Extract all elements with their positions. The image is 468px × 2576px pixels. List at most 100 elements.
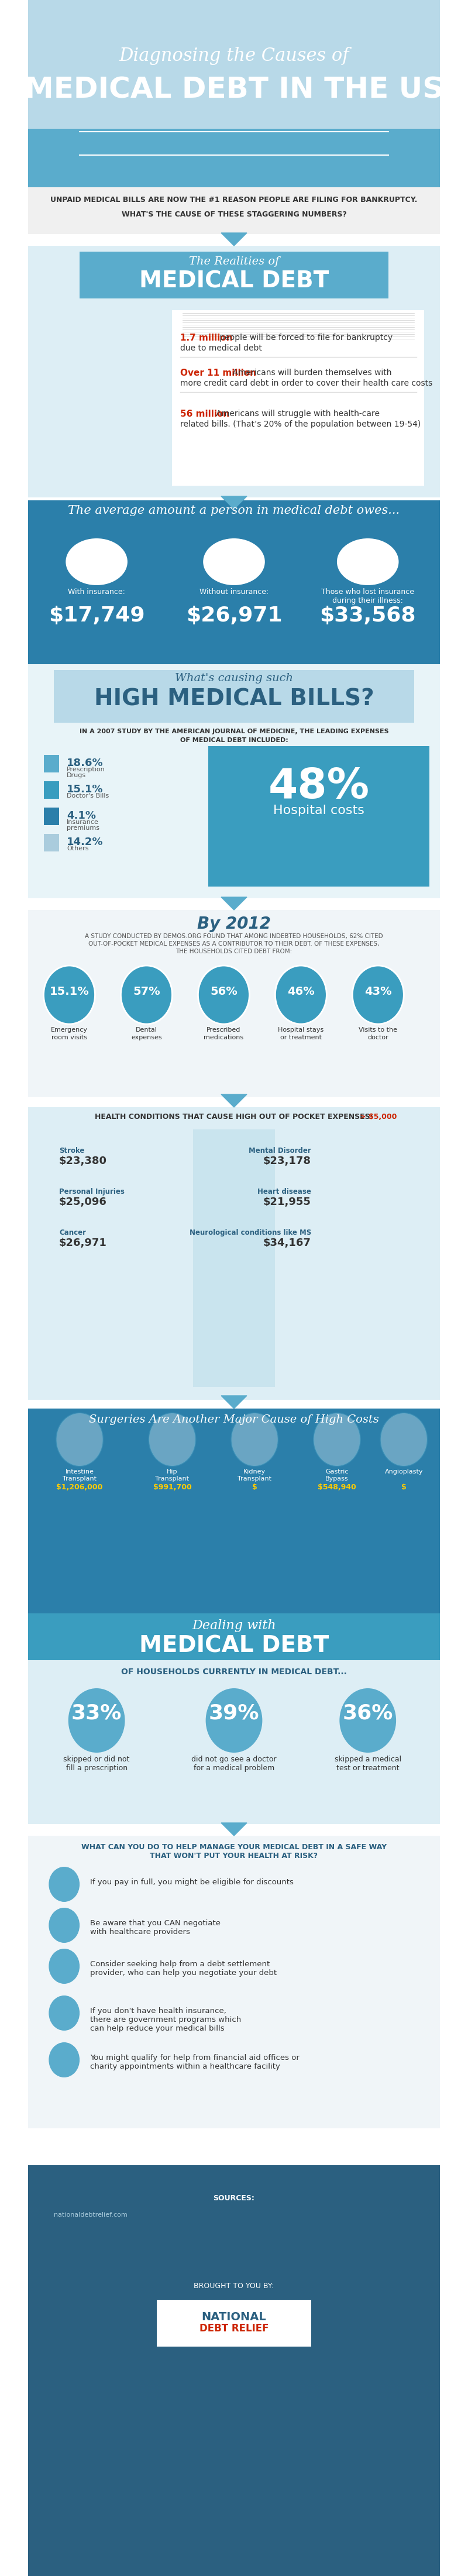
Text: Mental Disorder: Mental Disorder [249,1146,311,1154]
Text: nationaldebtrelief.com: nationaldebtrelief.com [54,2213,127,2218]
Text: can help reduce your medical bills: can help reduce your medical bills [90,2025,224,2032]
Ellipse shape [337,538,399,585]
Bar [28,1837,440,2128]
Bar [28,909,440,1097]
Text: A STUDY CONDUCTED BY DEMOS.ORG FOUND THAT AMONG INDEBTED HOUSEHOLDS, 62% CITED: A STUDY CONDUCTED BY DEMOS.ORG FOUND THA… [85,933,383,940]
Text: 39%: 39% [209,1703,259,1723]
Bar [44,755,59,773]
Bar [44,835,59,853]
Text: 15.1%: 15.1% [67,783,103,793]
Text: room visits: room visits [51,1036,87,1041]
Circle shape [49,1909,80,1942]
Bar [28,1659,440,1824]
Text: skipped a medical: skipped a medical [335,1757,401,1762]
Text: medications: medications [204,1036,244,1041]
Bar [54,670,414,724]
Text: $21,955: $21,955 [263,1198,311,1208]
Text: Hospital stays: Hospital stays [278,1028,324,1033]
Text: 48%: 48% [268,768,370,806]
Text: Personal Injuries: Personal Injuries [59,1188,124,1195]
Text: or treatment: or treatment [280,1036,322,1041]
Bar [28,500,440,665]
Text: What's causing such: What's causing such [175,672,293,683]
Text: With insurance:: With insurance: [68,587,125,595]
Circle shape [352,966,404,1025]
Text: OF MEDICAL DEBT INCLUDED:: OF MEDICAL DEBT INCLUDED: [180,737,288,744]
Text: 15.1%: 15.1% [50,987,89,997]
Text: $: $ [401,1484,406,1492]
Text: BROUGHT TO YOU BY:: BROUGHT TO YOU BY: [194,2282,274,2290]
Text: Cancer: Cancer [59,1229,86,1236]
Text: Intestine: Intestine [66,1468,94,1473]
Ellipse shape [66,538,127,585]
Text: 56%: 56% [210,987,237,997]
Text: $33,568: $33,568 [320,605,416,626]
Text: doctor: doctor [368,1036,388,1041]
Text: Prescription: Prescription [67,768,105,773]
Text: test or treatment: test or treatment [336,1765,399,1772]
Text: related bills. (That’s 20% of the population between 19-54): related bills. (That’s 20% of the popula… [180,420,421,428]
Text: $: $ [252,1484,257,1492]
Text: Without insurance:: Without insurance: [199,587,269,595]
Text: $23,178: $23,178 [263,1157,311,1167]
Circle shape [275,966,327,1025]
Bar [172,309,424,487]
Text: Bypass: Bypass [325,1476,349,1481]
Text: Doctor's Bills: Doctor's Bills [67,793,109,799]
Text: Consider seeking help from a debt settlement: Consider seeking help from a debt settle… [90,1960,270,1968]
Text: Those who lost insurance: Those who lost insurance [322,587,414,595]
Text: > $5,000: > $5,000 [359,1113,397,1121]
Text: $26,971: $26,971 [59,1236,107,1249]
Text: Visits to the: Visits to the [359,1028,397,1033]
Text: did not go see a doctor: did not go see a doctor [191,1757,277,1762]
Text: HIGH MEDICAL BILLS?: HIGH MEDICAL BILLS? [94,688,374,711]
Text: UNPAID MEDICAL BILLS ARE NOW THE #1 REASON PEOPLE ARE FILING FOR BANKRUPTCY.: UNPAID MEDICAL BILLS ARE NOW THE #1 REAS… [51,196,417,204]
Circle shape [49,1947,80,1984]
Bar [157,2300,311,2347]
Text: 36%: 36% [343,1703,393,1723]
Circle shape [339,1687,396,1752]
Circle shape [68,1687,125,1752]
Text: Neurological conditions like MS: Neurological conditions like MS [190,1229,311,1236]
Circle shape [49,1996,80,2030]
Text: Over 11 million: Over 11 million [180,368,256,379]
Text: $23,380: $23,380 [59,1157,107,1167]
Text: Hip: Hip [167,1468,178,1473]
Text: 56 million: 56 million [180,410,229,417]
Bar [28,1613,440,1659]
Bar [193,1128,275,1386]
Text: MEDICAL DEBT: MEDICAL DEBT [139,1633,329,1656]
Bar [28,1108,440,1399]
Polygon shape [221,232,247,245]
Polygon shape [221,497,247,510]
Text: charity appointments within a healthcare facility: charity appointments within a healthcare… [90,2063,280,2071]
Polygon shape [221,1824,247,1837]
Text: Drugs: Drugs [67,773,86,778]
Text: WHAT CAN YOU DO TO HELP MANAGE YOUR MEDICAL DEBT IN A SAFE WAY: WHAT CAN YOU DO TO HELP MANAGE YOUR MEDI… [81,1844,387,1852]
Circle shape [57,1414,103,1466]
Text: 57%: 57% [133,987,160,997]
Text: 1.7 million: 1.7 million [180,332,233,343]
Text: more credit card debt in order to cover their health care costs: more credit card debt in order to cover … [180,379,432,386]
Text: By 2012: By 2012 [197,917,271,933]
Circle shape [49,2043,80,2076]
Circle shape [49,1868,80,1901]
Text: $548,940: $548,940 [318,1484,356,1492]
Polygon shape [221,1396,247,1409]
Polygon shape [221,896,247,909]
Text: 14.2%: 14.2% [67,837,103,848]
Circle shape [44,966,95,1025]
Text: Transplant: Transplant [238,1476,271,1481]
Text: SOURCES:: SOURCES: [213,2195,255,2202]
Text: MEDICAL DEBT: MEDICAL DEBT [139,270,329,294]
Bar [28,2166,440,2576]
Text: Others: Others [67,845,89,853]
Circle shape [121,966,172,1025]
Circle shape [206,1687,262,1752]
Bar [28,188,440,234]
Text: people will be forced to file for bankruptcy: people will be forced to file for bankru… [217,332,392,343]
Text: Transplant: Transplant [155,1476,189,1481]
Text: Dealing with: Dealing with [192,1620,276,1633]
Text: Americans will burden themselves with: Americans will burden themselves with [230,368,392,376]
Text: skipped or did not: skipped or did not [64,1757,130,1762]
